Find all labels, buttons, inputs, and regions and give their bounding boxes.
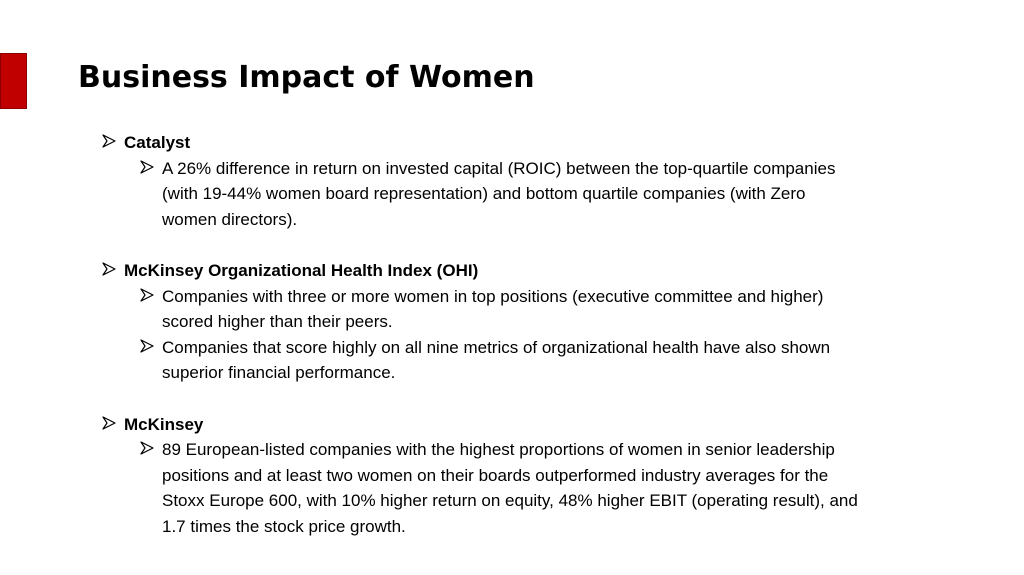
section-heading: McKinsey Organizational Health Index (OH… [102, 258, 862, 284]
slide-content: Catalyst A 26% difference in return on i… [102, 130, 862, 539]
bullet-item: A 26% difference in return on invested c… [140, 156, 862, 233]
bullet-item: Companies with three or more women in to… [140, 284, 862, 335]
arrow-bullet-icon [140, 441, 154, 455]
bullet-text: A 26% difference in return on invested c… [162, 158, 836, 229]
section-heading-text: Catalyst [124, 133, 191, 152]
arrow-bullet-icon [102, 262, 116, 276]
section-mckinsey-ohi: McKinsey Organizational Health Index (OH… [102, 258, 862, 386]
section-heading-text: McKinsey [124, 414, 204, 434]
bullet-item: Companies that score highly on all nine … [140, 335, 862, 386]
arrow-bullet-icon [140, 287, 154, 302]
bullet-item: 89 European-listed companies with the hi… [140, 437, 862, 539]
section-heading-text: McKinsey Organizational Health Index (OH… [124, 261, 479, 280]
section-heading: McKinsey [102, 412, 862, 438]
bullet-text: Companies with three or more women in to… [162, 286, 824, 332]
section-mckinsey: McKinsey 89 European-listed companies wi… [102, 412, 862, 540]
bullet-text: 89 European-listed companies with the hi… [162, 440, 858, 536]
arrow-bullet-icon [140, 159, 154, 174]
slide-accent-bar [0, 53, 27, 109]
slide-title: Business Impact of Women [78, 60, 535, 95]
section-catalyst: Catalyst A 26% difference in return on i… [102, 130, 862, 232]
arrow-bullet-icon [102, 415, 116, 430]
arrow-bullet-icon [140, 338, 154, 353]
bullet-text: Companies that score highly on all nine … [162, 337, 831, 383]
section-heading: Catalyst [102, 130, 862, 156]
arrow-bullet-icon [102, 134, 116, 148]
